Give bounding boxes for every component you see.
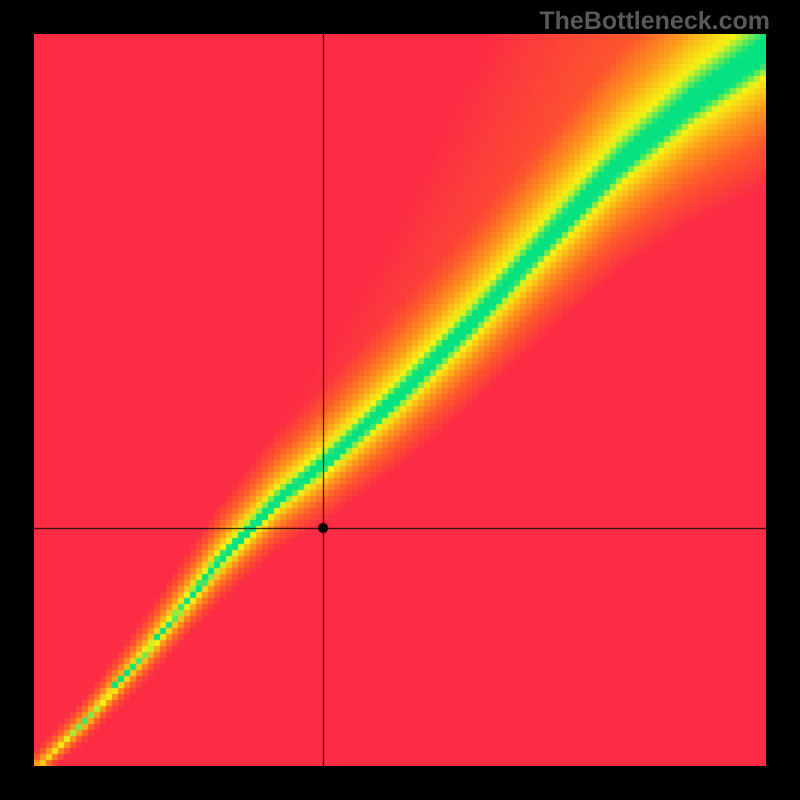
watermark-text: TheBottleneck.com: [539, 7, 770, 36]
bottleneck-heatmap: [34, 34, 766, 766]
chart-container: TheBottleneck.com: [0, 0, 800, 800]
